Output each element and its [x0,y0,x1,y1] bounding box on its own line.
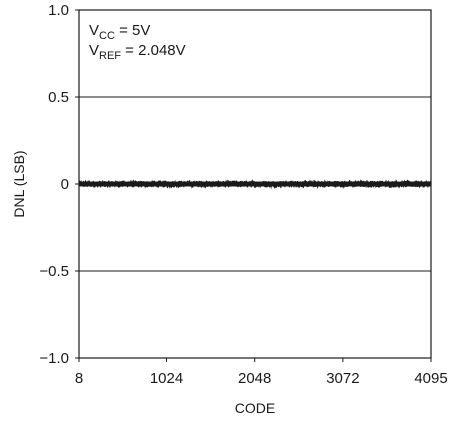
y-axis-ticks: 1.0 0.5 0 −0.5 −1.0 [39,2,79,367]
y-tick-label: −1.0 [39,350,69,367]
y-tick-label: 0 [61,176,69,193]
y-tick-label: 1.0 [48,2,69,19]
y-axis-label: DNL (LSB) [11,150,27,217]
y-tick-label: 0.5 [48,89,69,106]
annotation-vref: VREF = 2.048V [89,42,186,62]
x-axis-label: CODE [235,400,275,416]
annotation-vcc: VCC = 5V [89,22,150,42]
x-tick-label: 1024 [150,370,183,387]
x-tick-label: 2048 [238,370,271,387]
y-tick-label: −0.5 [39,263,69,280]
series-band [79,181,431,187]
x-tick-label: 3072 [326,370,359,387]
x-tick-label: 4095 [414,370,447,387]
x-tick-label: 8 [75,370,83,387]
x-axis-ticks: 8 1024 2048 3072 4095 [75,358,448,387]
series-dnl [78,178,432,190]
